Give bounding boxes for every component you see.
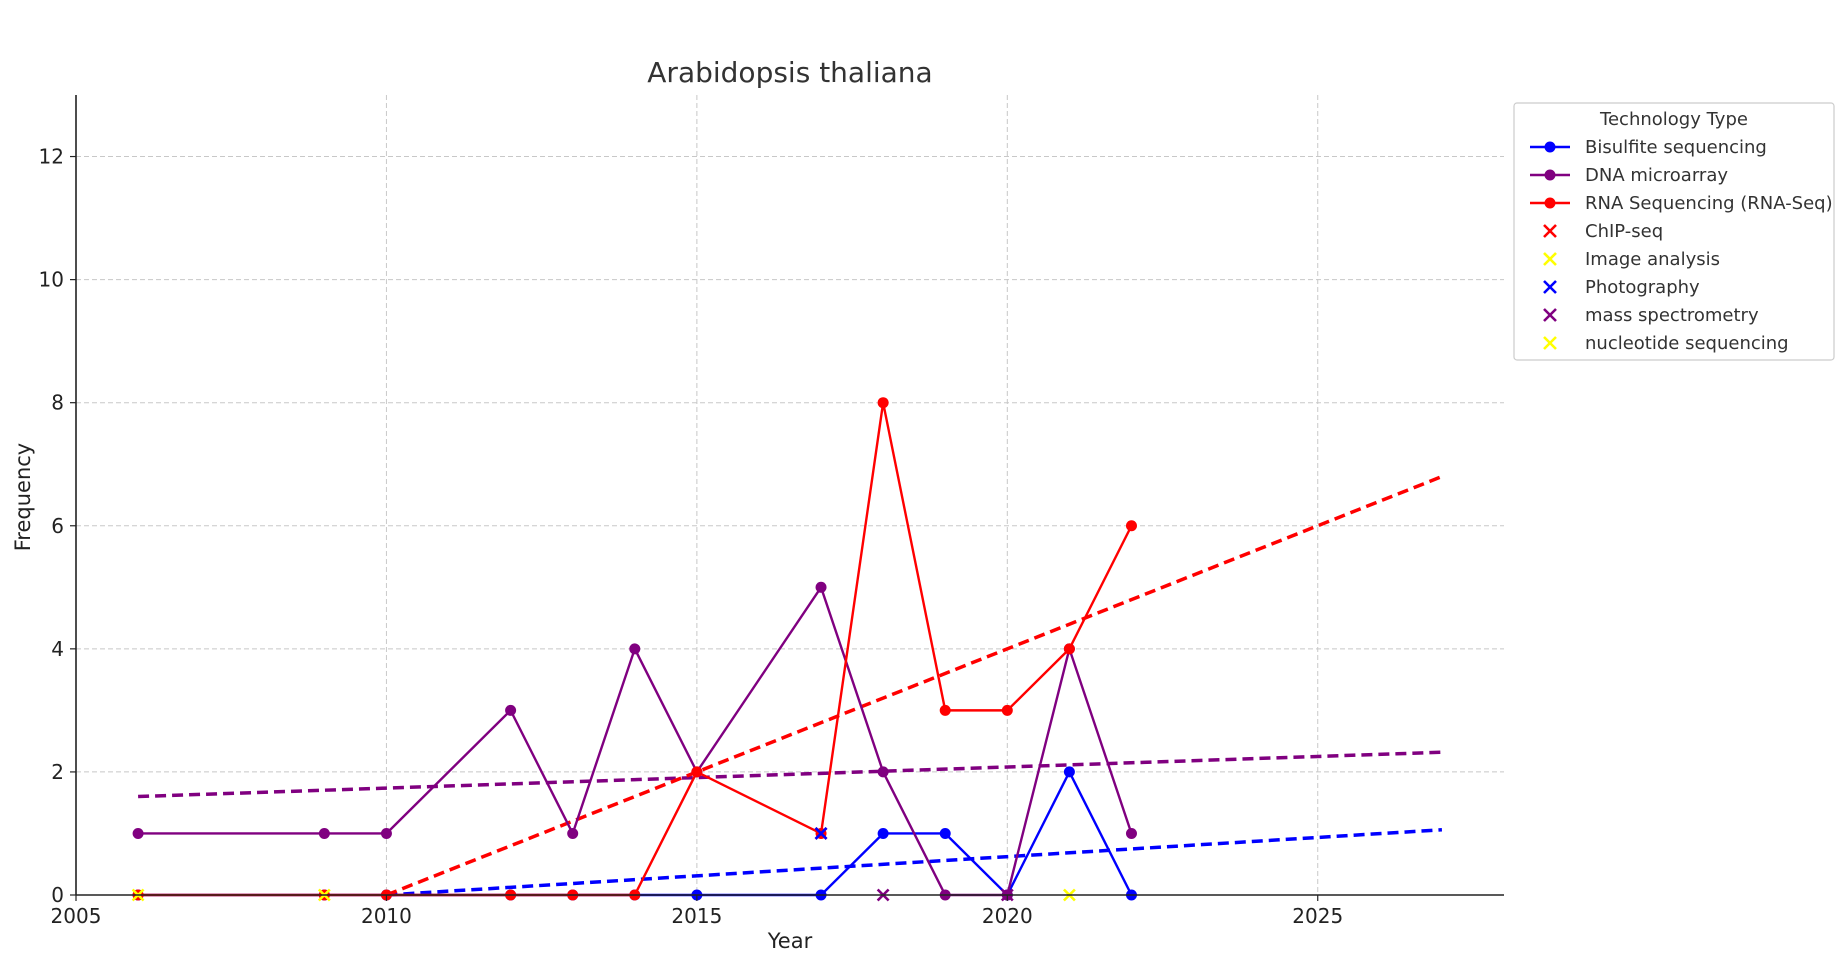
data-point-dna-microarray xyxy=(877,766,889,778)
chart-title: Arabidopsis thaliana xyxy=(647,56,932,89)
trend-line xyxy=(386,828,1443,897)
data-point-rna-sequencing-rna-seq xyxy=(1125,520,1137,532)
legend-x-marker xyxy=(1543,280,1557,294)
legend-marker xyxy=(1544,197,1556,209)
data-point-rna-sequencing-rna-seq xyxy=(877,397,889,409)
legend-label: RNA Sequencing (RNA-Seq) xyxy=(1585,193,1833,214)
legend-x-marker xyxy=(1543,308,1557,322)
legend-x-marker xyxy=(1543,252,1557,266)
data-point-dna-microarray xyxy=(318,827,330,839)
trend-lines xyxy=(138,474,1443,897)
x-tick-label: 2015 xyxy=(671,904,722,928)
data-point-rna-sequencing-rna-seq xyxy=(1001,704,1013,716)
x-tick-label: 2020 xyxy=(982,904,1033,928)
y-tick-label: 10 xyxy=(39,268,64,292)
x-axis-label: Year xyxy=(767,929,813,953)
data-point-rna-sequencing-rna-seq xyxy=(939,704,951,716)
scatter-point-photography xyxy=(814,827,828,840)
y-tick-label: 0 xyxy=(51,883,64,907)
legend-label: Photography xyxy=(1585,277,1700,298)
data-point-bisulfite-sequencing xyxy=(939,827,951,839)
x-tick-label: 2025 xyxy=(1292,904,1343,928)
legend-items: Bisulfite sequencing DNA microarray RNA Se… xyxy=(1530,137,1833,354)
data-point-dna-microarray xyxy=(505,704,517,716)
gridlines xyxy=(76,95,1504,895)
legend-label: DNA microarray xyxy=(1585,165,1728,186)
y-axis-label: Frequency xyxy=(11,443,35,552)
data-point-bisulfite-sequencing xyxy=(1063,766,1075,778)
x-tick-label: 2010 xyxy=(361,904,412,928)
legend-x-marker xyxy=(1543,336,1557,350)
scatter-markers xyxy=(131,827,1076,902)
data-point-dna-microarray xyxy=(567,827,579,839)
axes xyxy=(70,95,1504,901)
tick-labels: 2005 2010 2015 2020 2025 0 2 4 6 8 10 12 xyxy=(39,145,1344,928)
data-point-dna-microarray xyxy=(1125,827,1137,839)
data-point-dna-microarray xyxy=(132,827,144,839)
legend-marker xyxy=(1544,169,1556,181)
trend-line xyxy=(138,750,1442,799)
legend-label: Bisulfite sequencing xyxy=(1585,137,1767,158)
data-point-dna-microarray xyxy=(380,827,392,839)
data-point-rna-sequencing-rna-seq xyxy=(1063,643,1075,655)
legend-box xyxy=(1513,102,1835,361)
y-tick-label: 8 xyxy=(51,391,64,415)
trend-line xyxy=(385,474,1443,897)
legend: Technology Type Bisulfite sequencing DNA … xyxy=(1513,102,1835,361)
y-tick-label: 2 xyxy=(51,760,64,784)
data-point-bisulfite-sequencing xyxy=(877,827,889,839)
legend-marker xyxy=(1544,141,1556,153)
legend-label: Image analysis xyxy=(1585,249,1720,270)
legend-label: ChIP-seq xyxy=(1585,221,1663,242)
series-line-dna-microarray xyxy=(138,586,1133,897)
legend-x-marker xyxy=(1543,224,1557,238)
data-series xyxy=(132,397,1137,901)
data-point-dna-microarray xyxy=(815,581,827,593)
x-tick-label: 2005 xyxy=(51,904,102,928)
y-tick-label: 12 xyxy=(39,145,64,169)
y-tick-label: 4 xyxy=(51,637,64,661)
legend-label: nucleotide sequencing xyxy=(1585,333,1789,354)
y-tick-label: 6 xyxy=(51,514,64,538)
data-point-dna-microarray xyxy=(629,643,641,655)
legend-title: Technology Type xyxy=(1599,109,1748,130)
data-point-rna-sequencing-rna-seq xyxy=(691,766,703,778)
legend-label: mass spectrometry xyxy=(1585,305,1759,326)
